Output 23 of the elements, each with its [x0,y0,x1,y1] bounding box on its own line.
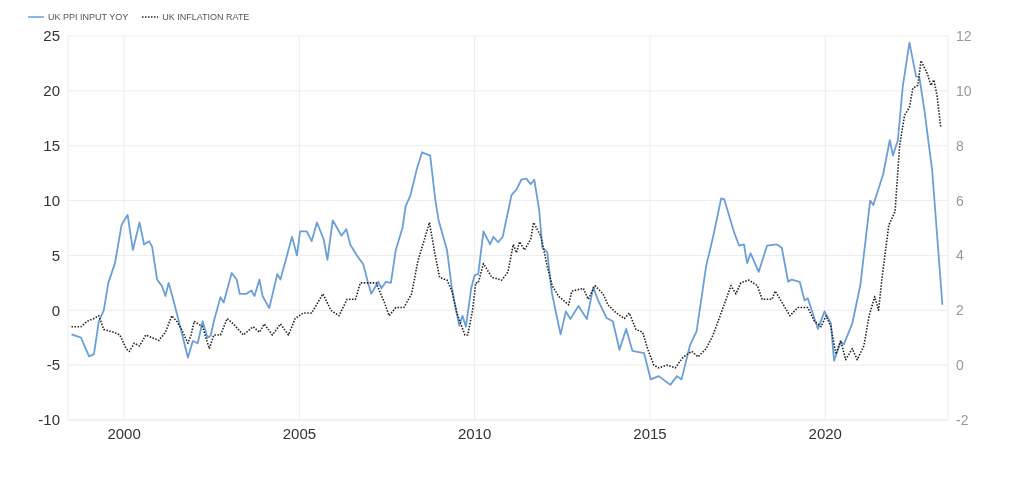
x-tick-label: 2015 [633,424,667,442]
y-tick-label: 5 [51,246,60,264]
y-tick-label: 20 [43,82,60,100]
y-tick-label: 0 [51,301,60,319]
y-tick-label: -10 [38,411,60,429]
y2-tick-label: -2 [956,411,969,428]
x-tick-label: 2005 [282,424,317,442]
y2-tick-label: 8 [956,137,964,154]
x-tick-label: 2020 [808,424,842,442]
y2-tick-label: 0 [956,357,964,374]
y2-tick-label: 10 [956,82,972,99]
y-tick-label: 25 [43,27,60,45]
y2-tick-label: 6 [956,192,964,209]
y2-tick-label: 2 [956,302,964,319]
y2-tick-label: 4 [956,247,964,264]
legend-label: UK INFLATION RATE [162,12,250,22]
x-tick-label: 2010 [458,424,492,442]
legend-label: UK PPI INPUT YOY [48,12,129,22]
y-tick-label: 10 [43,191,60,209]
x-tick-label: 2000 [107,424,141,442]
y-tick-label: -5 [46,356,60,374]
y-tick-label: 15 [43,137,60,155]
y2-tick-label: 12 [956,27,972,44]
